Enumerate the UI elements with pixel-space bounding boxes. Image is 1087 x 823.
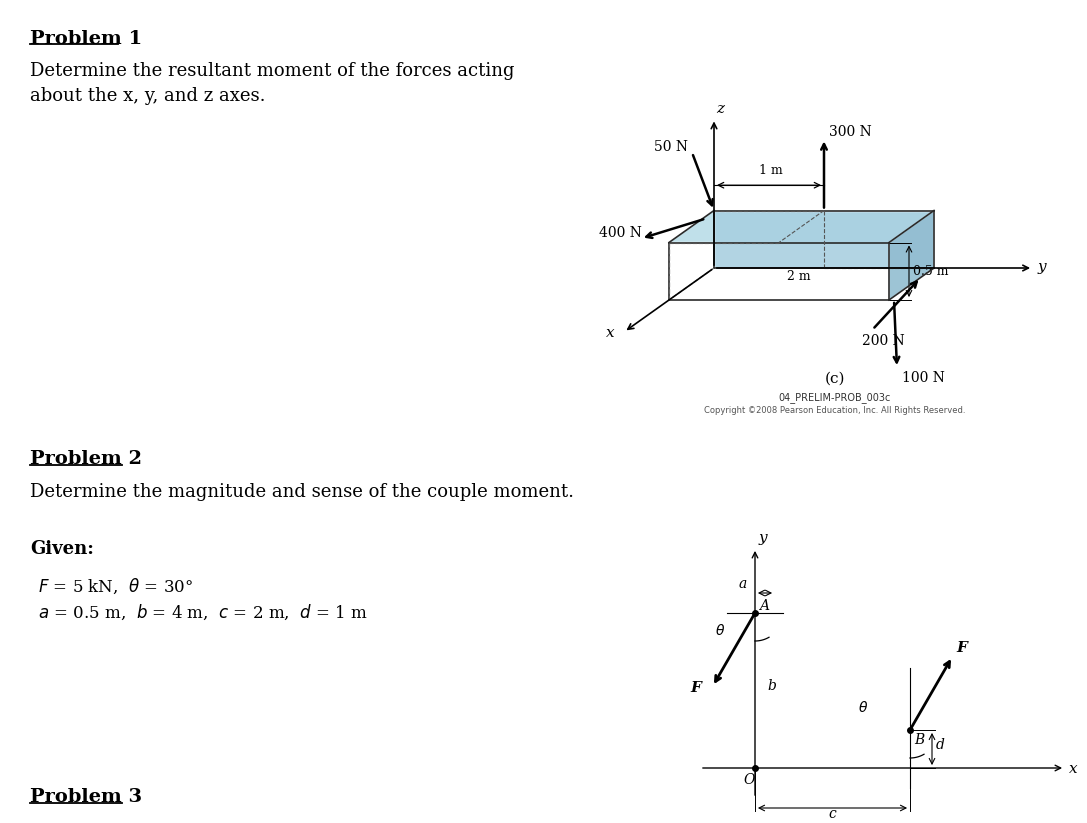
Text: 0.5 m: 0.5 m [913, 265, 949, 277]
Polygon shape [889, 211, 934, 300]
Text: Given:: Given: [30, 540, 93, 558]
Text: x: x [1069, 762, 1077, 776]
Text: 100 N: 100 N [902, 371, 945, 385]
Text: $a$ = 0.5 m,  $b$ = 4 m,  $c$ = 2 m,  $d$ = 1 m: $a$ = 0.5 m, $b$ = 4 m, $c$ = 2 m, $d$ =… [38, 603, 367, 622]
Text: Problem 3: Problem 3 [30, 788, 142, 806]
Text: F: F [690, 681, 701, 695]
Text: $F$ = 5 kN,  $\theta$ = 30°: $F$ = 5 kN, $\theta$ = 30° [38, 577, 193, 597]
Text: z: z [716, 101, 724, 115]
Text: F: F [957, 641, 967, 655]
Text: 1 m: 1 m [759, 165, 783, 177]
Text: 400 N: 400 N [599, 226, 642, 239]
Text: d: d [936, 738, 945, 752]
Text: b: b [767, 680, 776, 694]
Text: Problem 1: Problem 1 [30, 30, 142, 48]
Text: x: x [605, 326, 614, 340]
Text: A: A [759, 599, 769, 613]
Text: 2 m: 2 m [787, 270, 811, 283]
Text: $\theta$: $\theta$ [858, 700, 869, 715]
Text: y: y [759, 531, 767, 545]
Text: Determine the resultant moment of the forces acting: Determine the resultant moment of the fo… [30, 62, 514, 80]
Text: Copyright ©2008 Pearson Education, Inc. All Rights Reserved.: Copyright ©2008 Pearson Education, Inc. … [704, 406, 965, 415]
Text: 50 N: 50 N [654, 140, 688, 154]
Polygon shape [714, 211, 934, 268]
Text: 04_PRELIM-PROB_003c: 04_PRELIM-PROB_003c [778, 392, 891, 403]
Text: a: a [739, 577, 747, 591]
Text: about the x, y, and z axes.: about the x, y, and z axes. [30, 87, 265, 105]
Text: Determine the magnitude and sense of the couple moment.: Determine the magnitude and sense of the… [30, 483, 574, 501]
Text: B: B [914, 733, 924, 747]
Text: y: y [1038, 260, 1047, 274]
Text: 300 N: 300 N [829, 124, 872, 138]
Text: $\theta$: $\theta$ [715, 623, 725, 638]
Text: 200 N: 200 N [862, 333, 905, 347]
Text: Problem 2: Problem 2 [30, 450, 142, 468]
Text: c: c [828, 807, 836, 821]
Text: O: O [744, 773, 754, 787]
Text: (c): (c) [825, 372, 846, 386]
Polygon shape [669, 211, 934, 243]
